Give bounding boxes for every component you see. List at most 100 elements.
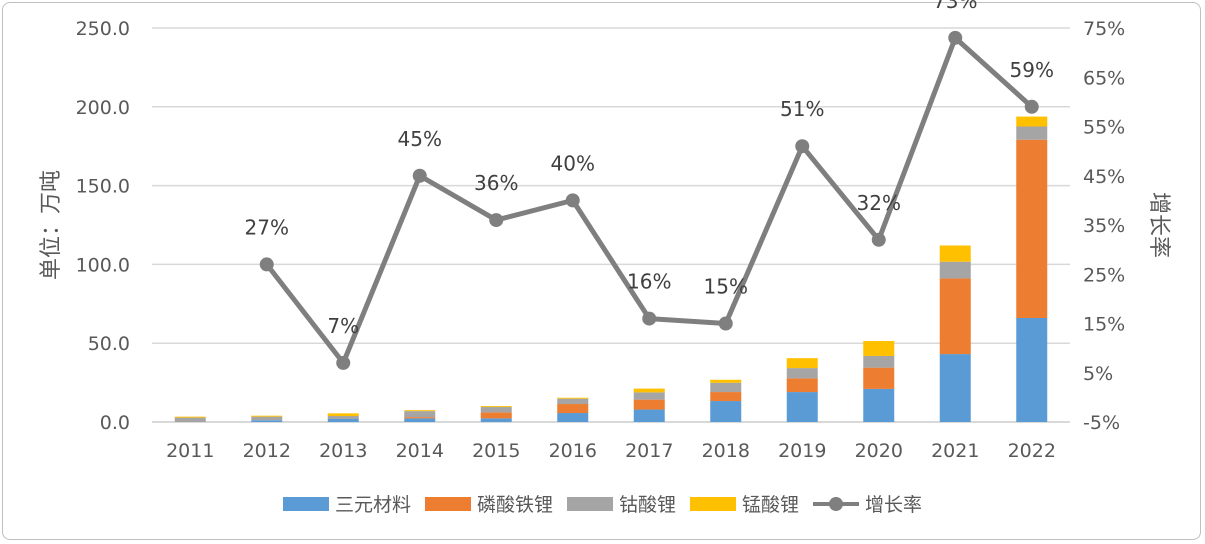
bar-segment <box>557 404 589 414</box>
growth-rate-point <box>948 30 963 45</box>
bar-segment <box>863 388 895 422</box>
legend-swatch <box>566 496 613 511</box>
bar-segment <box>1016 139 1048 318</box>
y2-axis-title: 增长率 <box>1146 192 1171 258</box>
data-label: 59% <box>1010 58 1054 82</box>
legend: 三元材料 磷酸铁锂 钴酸锂 锰酸锂 增长率 <box>0 490 1205 517</box>
y-tick-label: 150.0 <box>76 176 130 198</box>
bar-segment <box>633 399 665 410</box>
bar-segment <box>939 261 971 279</box>
bar-segment <box>404 411 436 418</box>
bar-segment <box>863 355 895 368</box>
y-tick-label: 100.0 <box>76 254 130 276</box>
bar-segment <box>557 413 589 422</box>
bar-segment <box>1016 126 1048 140</box>
y-tick-label: 50.0 <box>88 333 130 355</box>
growth-rate-point <box>642 311 657 326</box>
growth-rate-point <box>336 355 351 370</box>
data-label: 27% <box>245 215 289 239</box>
y2-tick-label: 5% <box>1083 363 1113 385</box>
bar-segment <box>863 340 895 356</box>
x-tick-label: 2013 <box>319 440 367 462</box>
bar-segment <box>480 406 512 408</box>
data-label: 73% <box>933 0 977 13</box>
x-tick-label: 2021 <box>931 440 979 462</box>
legend-item: 锰酸锂 <box>690 490 799 517</box>
x-tick-label: 2022 <box>1008 440 1056 462</box>
growth-rate-point <box>718 316 733 331</box>
x-tick-label: 2014 <box>396 440 444 462</box>
bar-segment <box>786 392 818 422</box>
data-label: 36% <box>474 171 518 195</box>
growth-rate-point <box>871 232 886 247</box>
legend-swatch <box>690 496 736 511</box>
bar-segment <box>786 368 818 379</box>
growth-rate-point <box>259 257 274 272</box>
legend-label: 锰酸锂 <box>742 494 800 516</box>
bar-segment <box>710 382 742 393</box>
bar-segment <box>174 416 206 418</box>
legend-line-marker-icon <box>813 496 860 511</box>
bar-segment <box>404 417 436 419</box>
data-label: 45% <box>398 127 442 151</box>
bar-segment <box>939 354 971 422</box>
x-tick-label: 2016 <box>549 440 597 462</box>
x-tick-label: 2017 <box>625 440 673 462</box>
x-tick-label: 2019 <box>778 440 826 462</box>
data-label: 32% <box>857 191 901 215</box>
bar-segment <box>327 413 359 417</box>
bar-segment <box>786 358 818 369</box>
bar-segment <box>710 401 742 422</box>
x-tick-label: 2020 <box>855 440 903 462</box>
y2-tick-label: -5% <box>1083 412 1120 434</box>
bar-segment <box>327 416 359 420</box>
growth-rate-point <box>795 139 810 154</box>
bar-segment <box>633 388 665 393</box>
bar-segment <box>1016 116 1048 127</box>
y-tick-label: 200.0 <box>76 97 130 119</box>
data-label: 15% <box>704 275 748 299</box>
y2-tick-label: 65% <box>1083 67 1125 89</box>
data-label: 16% <box>627 270 671 294</box>
growth-rate-point <box>1024 99 1039 114</box>
y-axis-title: 单位：万吨 <box>39 170 64 280</box>
y-tick-label: 0.0 <box>100 412 130 434</box>
bar-segment <box>939 245 971 262</box>
y2-tick-label: 75% <box>1083 18 1125 40</box>
bar-segment <box>557 397 589 399</box>
bar-segment <box>863 367 895 389</box>
x-tick-label: 2015 <box>472 440 520 462</box>
growth-rate-point <box>489 213 504 228</box>
legend-label: 增长率 <box>865 494 923 516</box>
bar-segment <box>251 415 283 417</box>
legend-swatch <box>424 496 471 511</box>
bar-segment <box>786 378 818 393</box>
legend-item: 增长率 <box>813 490 922 517</box>
bar-segment <box>633 409 665 422</box>
legend-item: 磷酸铁锂 <box>424 490 553 517</box>
y2-tick-label: 25% <box>1083 264 1125 286</box>
x-tick-label: 2018 <box>702 440 750 462</box>
growth-rate-point <box>412 168 427 183</box>
y2-tick-label: 35% <box>1083 215 1125 237</box>
data-label: 51% <box>780 97 824 121</box>
legend-item: 三元材料 <box>282 490 411 517</box>
legend-label: 钴酸锂 <box>618 494 676 516</box>
x-tick-label: 2012 <box>243 440 291 462</box>
bar-segment <box>174 417 206 422</box>
bar-segment <box>251 420 283 422</box>
bar-segment <box>404 418 436 422</box>
y2-tick-label: 15% <box>1083 314 1125 336</box>
bar-segment <box>710 379 742 383</box>
bar-segment <box>710 392 742 402</box>
data-label: 7% <box>327 314 359 338</box>
y2-tick-label: 55% <box>1083 117 1125 139</box>
data-label: 40% <box>551 151 595 175</box>
growth-rate-point <box>565 193 580 208</box>
legend-item: 钴酸锂 <box>566 490 676 517</box>
bar-segment <box>1016 317 1048 422</box>
bar-segment <box>404 410 436 412</box>
bar-segment <box>251 416 283 421</box>
